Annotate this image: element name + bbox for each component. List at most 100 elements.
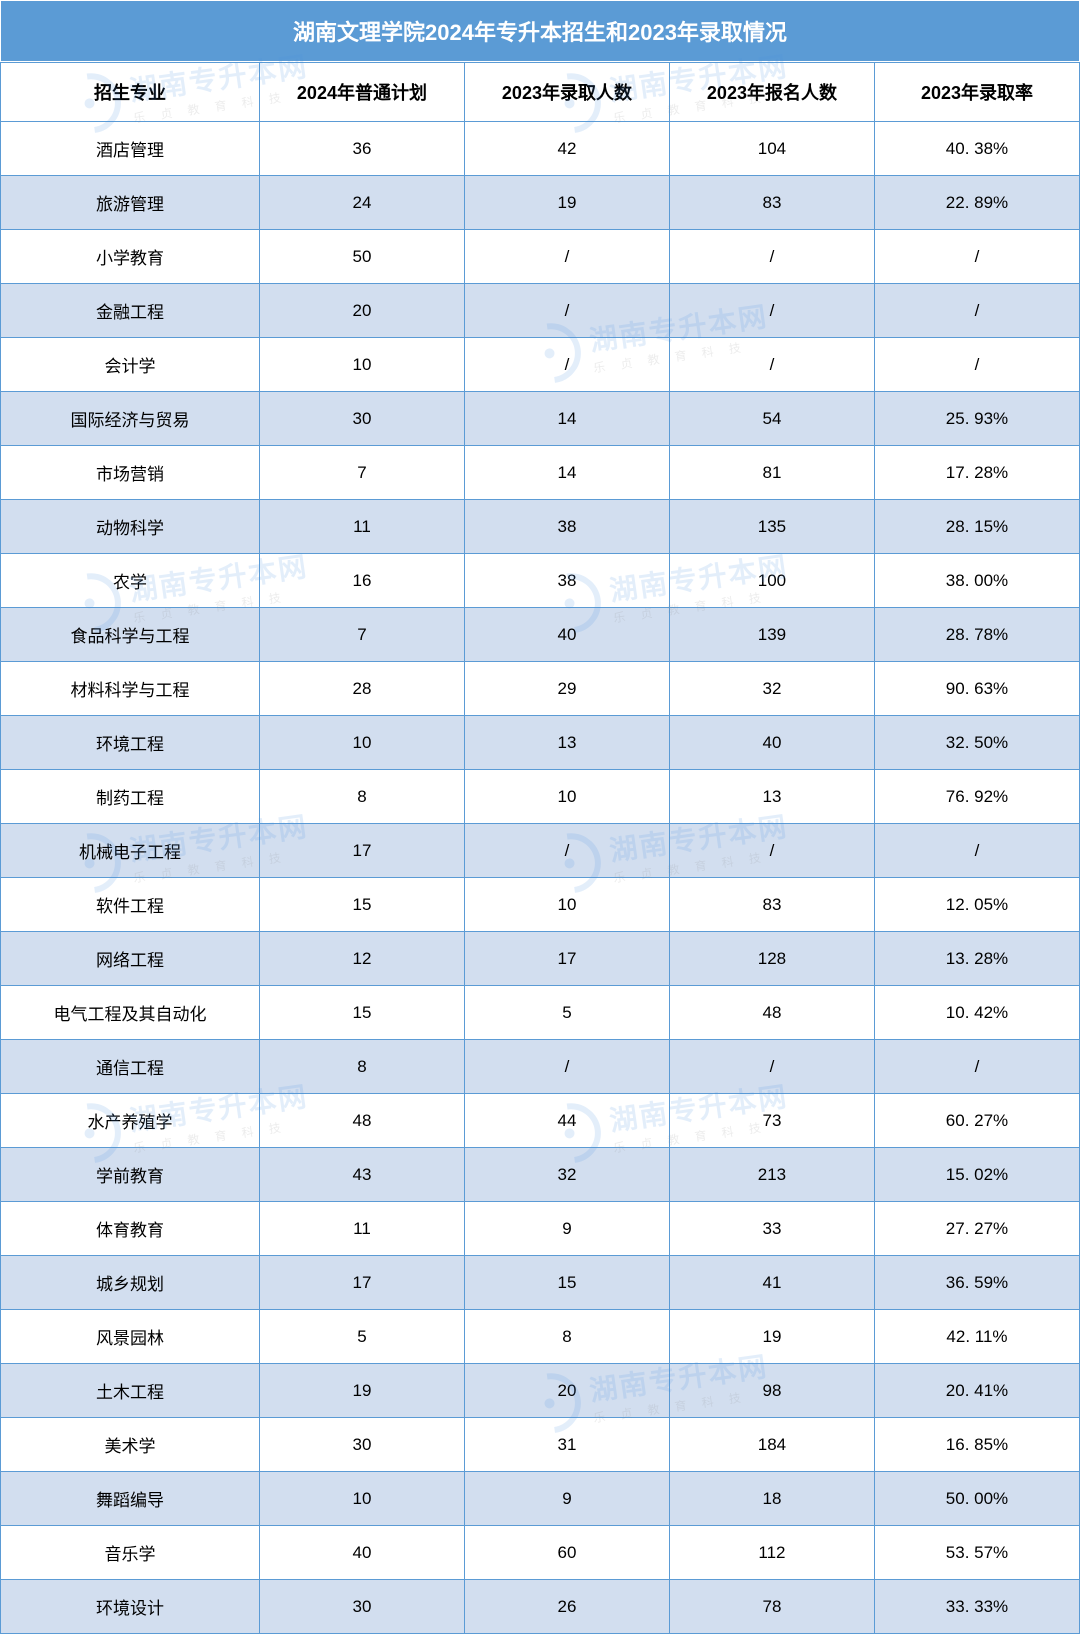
table-cell: 128 (669, 932, 874, 986)
table-container: 湖南文理学院2024年专升本招生和2023年录取情况 招生专业2024年普通计划… (0, 0, 1080, 1634)
table-cell: 184 (669, 1418, 874, 1472)
table-cell: 54 (669, 392, 874, 446)
table-cell: 41 (669, 1256, 874, 1310)
table-cell: 网络工程 (1, 932, 260, 986)
column-header: 2024年普通计划 (259, 63, 464, 122)
table-cell: 33. 33% (874, 1580, 1079, 1634)
table-cell: 76. 92% (874, 770, 1079, 824)
table-cell: 8 (464, 1310, 669, 1364)
column-header: 招生专业 (1, 63, 260, 122)
table-cell: 舞蹈编导 (1, 1472, 260, 1526)
table-cell: 8 (259, 1040, 464, 1094)
table-cell: 通信工程 (1, 1040, 260, 1094)
table-row: 环境设计30267833. 33% (1, 1580, 1080, 1634)
table-row: 小学教育50/// (1, 230, 1080, 284)
table-cell: 制药工程 (1, 770, 260, 824)
table-cell: 9 (464, 1472, 669, 1526)
table-cell: 40 (259, 1526, 464, 1580)
table-cell: 20. 41% (874, 1364, 1079, 1418)
table-cell: 19 (669, 1310, 874, 1364)
table-cell: 50 (259, 230, 464, 284)
table-cell: 25. 93% (874, 392, 1079, 446)
table-cell: 50. 00% (874, 1472, 1079, 1526)
table-cell: 13 (669, 770, 874, 824)
table-cell: 48 (669, 986, 874, 1040)
table-row: 土木工程19209820. 41% (1, 1364, 1080, 1418)
table-row: 通信工程8/// (1, 1040, 1080, 1094)
table-row: 舞蹈编导1091850. 00% (1, 1472, 1080, 1526)
column-header: 2023年录取率 (874, 63, 1079, 122)
table-cell: 农学 (1, 554, 260, 608)
table-cell: 42 (464, 122, 669, 176)
table-cell: 17 (464, 932, 669, 986)
table-cell: 9 (464, 1202, 669, 1256)
table-row: 国际经济与贸易30145425. 93% (1, 392, 1080, 446)
table-row: 金融工程20/// (1, 284, 1080, 338)
table-cell: 机械电子工程 (1, 824, 260, 878)
table-cell: 40. 38% (874, 122, 1079, 176)
table-cell: / (874, 230, 1079, 284)
table-cell: 78 (669, 1580, 874, 1634)
table-cell: 213 (669, 1148, 874, 1202)
table-cell: 98 (669, 1364, 874, 1418)
table-cell: 104 (669, 122, 874, 176)
table-cell: 73 (669, 1094, 874, 1148)
table-header-row: 招生专业2024年普通计划2023年录取人数2023年报名人数2023年录取率 (1, 63, 1080, 122)
table-cell: 30 (259, 1418, 464, 1472)
table-cell: / (464, 1040, 669, 1094)
column-header: 2023年报名人数 (669, 63, 874, 122)
table-cell: 36. 59% (874, 1256, 1079, 1310)
table-cell: 44 (464, 1094, 669, 1148)
table-row: 材料科学与工程28293290. 63% (1, 662, 1080, 716)
table-cell: 18 (669, 1472, 874, 1526)
table-cell: 10 (259, 1472, 464, 1526)
table-cell: 动物科学 (1, 500, 260, 554)
table-title: 湖南文理学院2024年专升本招生和2023年录取情况 (0, 0, 1080, 62)
table-cell: 电气工程及其自动化 (1, 986, 260, 1040)
table-cell: 19 (464, 176, 669, 230)
table-cell: 8 (259, 770, 464, 824)
table-cell: 10 (259, 338, 464, 392)
table-cell: 13 (464, 716, 669, 770)
table-cell: 体育教育 (1, 1202, 260, 1256)
table-cell: 土木工程 (1, 1364, 260, 1418)
table-cell: 38 (464, 500, 669, 554)
table-cell: 16 (259, 554, 464, 608)
table-body: 酒店管理364210440. 38%旅游管理24198322. 89%小学教育5… (1, 122, 1080, 1634)
table-cell: / (464, 338, 669, 392)
table-cell: / (669, 230, 874, 284)
table-cell: 14 (464, 392, 669, 446)
table-cell: 90. 63% (874, 662, 1079, 716)
table-cell: 60 (464, 1526, 669, 1580)
table-cell: 15 (259, 986, 464, 1040)
table-cell: 7 (259, 446, 464, 500)
table-cell: 32. 50% (874, 716, 1079, 770)
table-cell: / (669, 824, 874, 878)
table-cell: 24 (259, 176, 464, 230)
table-cell: / (669, 1040, 874, 1094)
table-cell: 20 (464, 1364, 669, 1418)
table-cell: 音乐学 (1, 1526, 260, 1580)
table-row: 会计学10/// (1, 338, 1080, 392)
table-cell: 软件工程 (1, 878, 260, 932)
table-cell: 会计学 (1, 338, 260, 392)
table-cell: 12 (259, 932, 464, 986)
table-cell: 15. 02% (874, 1148, 1079, 1202)
table-cell: 环境工程 (1, 716, 260, 770)
table-row: 音乐学406011253. 57% (1, 1526, 1080, 1580)
table-cell: 28. 15% (874, 500, 1079, 554)
table-cell: 33 (669, 1202, 874, 1256)
table-cell: 83 (669, 878, 874, 932)
table-cell: 100 (669, 554, 874, 608)
table-cell: / (464, 824, 669, 878)
table-cell: 17 (259, 824, 464, 878)
table-cell: 城乡规划 (1, 1256, 260, 1310)
table-cell: 22. 89% (874, 176, 1079, 230)
table-row: 电气工程及其自动化1554810. 42% (1, 986, 1080, 1040)
table-cell: 40 (669, 716, 874, 770)
table-cell: 国际经济与贸易 (1, 392, 260, 446)
table-cell: 12. 05% (874, 878, 1079, 932)
table-cell: 15 (259, 878, 464, 932)
table-row: 市场营销7148117. 28% (1, 446, 1080, 500)
table-row: 旅游管理24198322. 89% (1, 176, 1080, 230)
